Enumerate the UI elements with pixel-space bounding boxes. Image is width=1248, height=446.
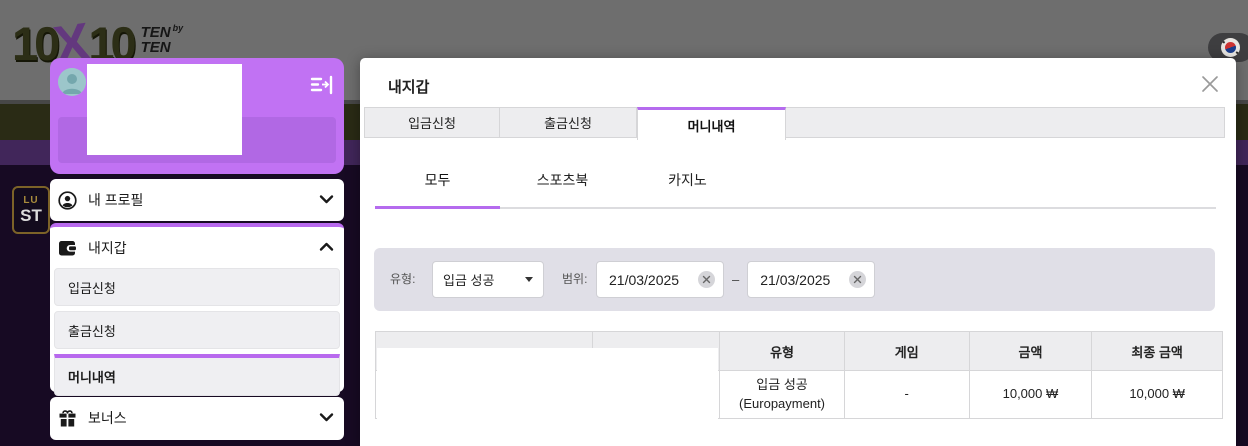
- gift-icon: [58, 409, 77, 428]
- promo-badge-line1: LU: [23, 194, 39, 206]
- type-filter-label: 유형:: [390, 272, 416, 287]
- wallet-submenu: 입금신청 출금신청 머니내역: [50, 268, 344, 396]
- chevron-down-icon: [319, 409, 334, 427]
- submenu-label: 입금신청: [68, 280, 116, 296]
- submenu-item-money-history[interactable]: 머니내역: [54, 354, 340, 396]
- sidebar-item-label: 보너스: [88, 410, 127, 426]
- filter-bar: 유형: 입금 성공 범위: 21/03/2025 – 21/03/2025: [374, 248, 1215, 311]
- sidebar-item-my-wallet[interactable]: 내지갑: [50, 227, 344, 268]
- person-icon: [58, 190, 77, 210]
- table-header-cell: 금액: [970, 332, 1093, 370]
- tab-label: 머니내역: [687, 118, 736, 134]
- user-avatar-icon: [58, 68, 86, 96]
- redaction-box-table: [377, 348, 718, 420]
- tab-deposit-request[interactable]: 입금신청: [365, 108, 500, 137]
- sidebar-group-wallet: 내지갑 입금신청 출금신청 머니내역: [50, 223, 344, 396]
- sidebar-item-my-profile[interactable]: 내 프로필: [50, 179, 344, 221]
- table-cell-type: 입금 성공 (Europayment): [720, 371, 845, 418]
- date-to-input[interactable]: 21/03/2025: [747, 261, 876, 298]
- subtab-sportsbook[interactable]: 스포츠북: [500, 170, 625, 190]
- promo-banner-badge: LU ST: [12, 186, 50, 234]
- modal-tab-bar: 입금신청 출금신청 머니내역: [364, 107, 1225, 140]
- type-filter-select[interactable]: 입금 성공: [432, 261, 544, 298]
- sidebar-item-label: 내 프로필: [88, 192, 144, 208]
- submenu-item-withdraw[interactable]: 출금신청: [54, 311, 340, 349]
- chevron-up-icon: [319, 239, 334, 257]
- caret-down-icon: [525, 277, 533, 282]
- tab-money-history[interactable]: 머니내역: [637, 107, 786, 140]
- table-header-cell: 유형: [720, 332, 845, 370]
- close-icon[interactable]: [1200, 74, 1220, 94]
- submenu-label: 출금신청: [68, 323, 116, 339]
- range-filter-label: 범위:: [562, 272, 588, 287]
- subtab-all[interactable]: 모두: [375, 170, 500, 190]
- table-cell-final-amount: 10,000 ₩: [1129, 386, 1185, 402]
- subtab-divider: [375, 207, 1216, 209]
- chevron-down-icon: [319, 191, 334, 209]
- table-header-cell: [593, 332, 721, 370]
- date-to-value: 21/03/2025: [760, 271, 831, 288]
- subtab-active-indicator: [375, 206, 500, 209]
- logo-tagline: TEN by TEN: [140, 23, 184, 56]
- subtab-label: 카지노: [668, 172, 707, 188]
- tab-withdraw-request[interactable]: 출금신청: [500, 108, 637, 137]
- tab-label: 출금신청: [544, 116, 592, 131]
- redaction-box-profile: [87, 64, 242, 155]
- sidebar-item-bonus[interactable]: 보너스: [50, 397, 344, 439]
- clear-date-icon[interactable]: [849, 271, 867, 288]
- table-header-cell: 최종 금액: [1131, 344, 1183, 360]
- subtab-label: 모두: [424, 172, 451, 188]
- submenu-label: 머니내역: [68, 370, 116, 385]
- date-range-separator: –: [732, 272, 740, 287]
- tab-label: 입금신청: [408, 116, 456, 131]
- language-selector[interactable]: [1208, 33, 1248, 62]
- sidebar-item-label: 내지갑: [88, 239, 127, 256]
- table-header-cell: 게임: [845, 332, 970, 370]
- sidebar-group-profile: 내 프로필: [50, 179, 344, 221]
- subtab-label: 스포츠북: [536, 172, 589, 188]
- type-filter-value: 입금 성공: [443, 273, 495, 288]
- table-cell-amount: 10,000 ₩: [970, 371, 1093, 418]
- promo-badge-line2: ST: [20, 205, 42, 225]
- subtab-casino[interactable]: 카지노: [625, 170, 750, 190]
- date-from-input[interactable]: 21/03/2025: [596, 261, 724, 298]
- clear-date-icon[interactable]: [698, 271, 715, 288]
- collapse-sidebar-icon[interactable]: [310, 75, 334, 95]
- korea-flag-icon: [1221, 38, 1240, 57]
- wallet-icon: [58, 238, 77, 257]
- history-subtabs: 모두 스포츠북 카지노: [375, 170, 750, 190]
- table-cell-game: -: [845, 371, 970, 418]
- modal-title: 내지갑: [388, 79, 430, 96]
- sidebar-group-bonus: 보너스: [50, 397, 344, 440]
- table-cell: [593, 371, 721, 418]
- submenu-item-deposit[interactable]: 입금신청: [54, 268, 340, 306]
- date-from-value: 21/03/2025: [609, 271, 680, 288]
